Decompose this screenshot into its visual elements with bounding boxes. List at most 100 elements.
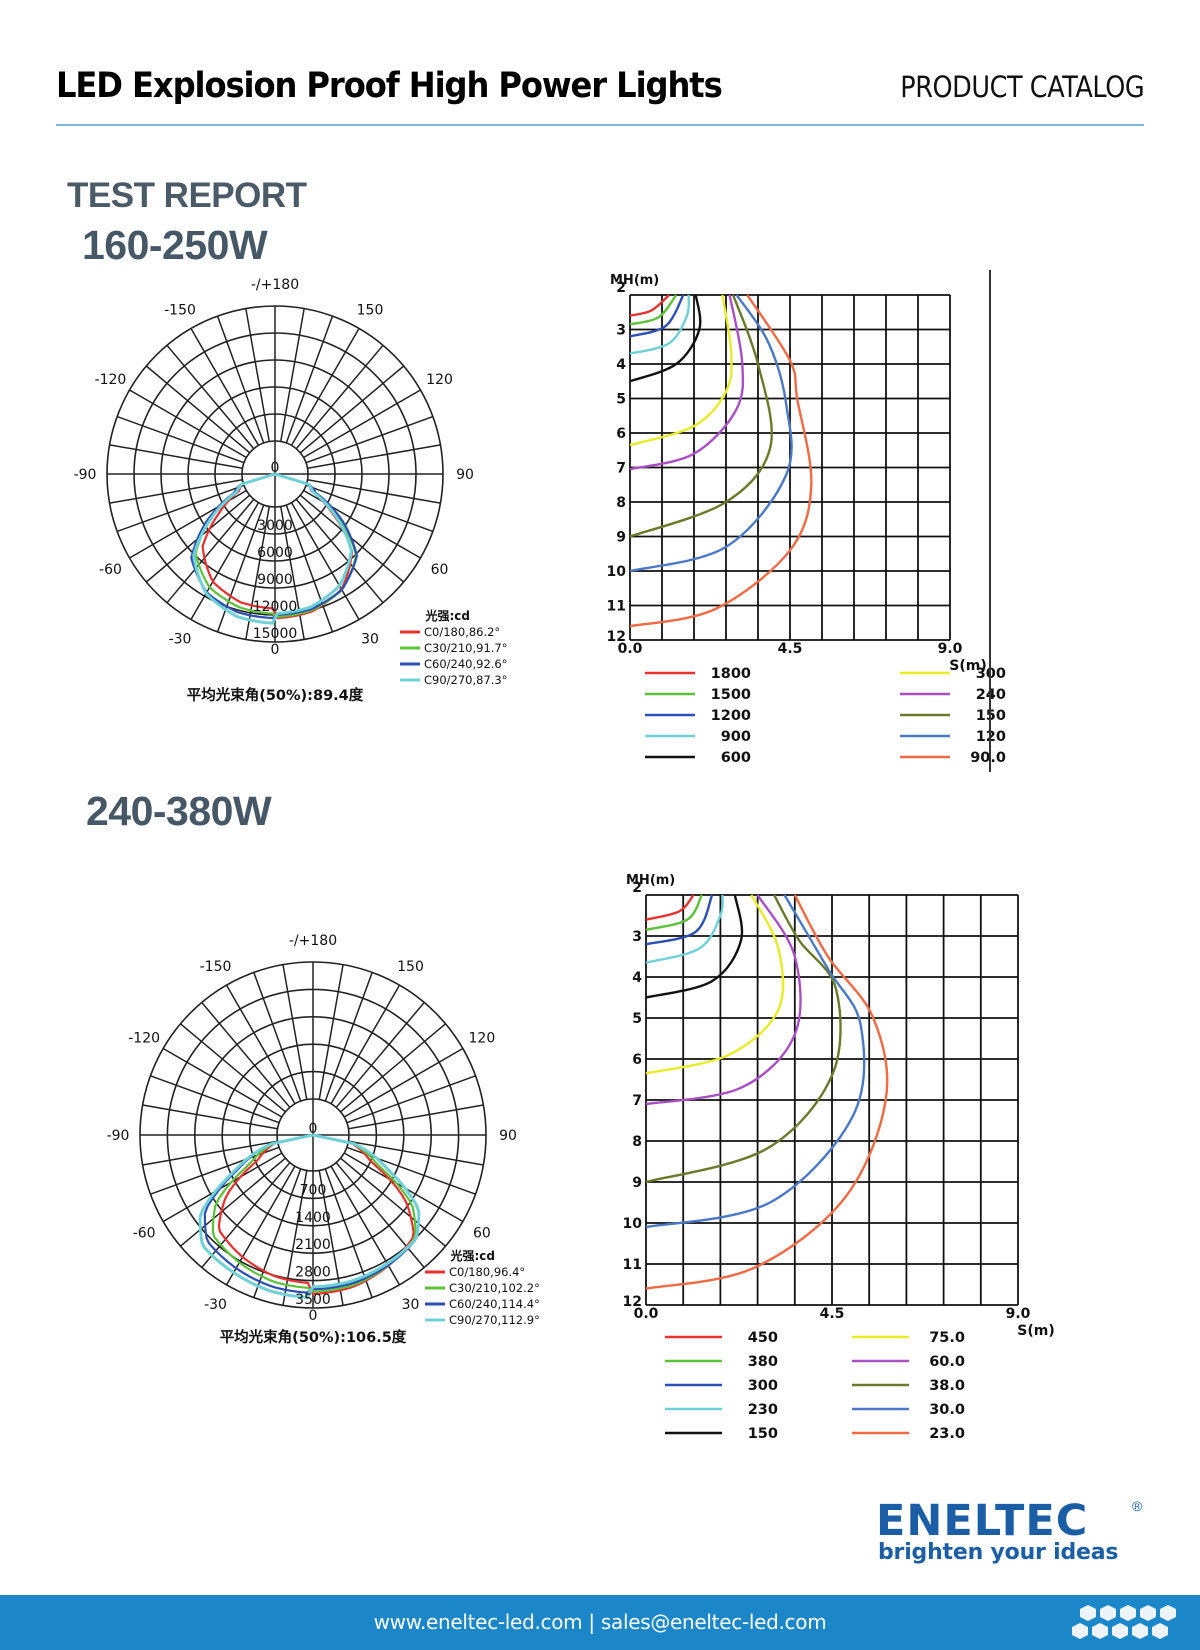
y-tick-label: 8 [616,495,626,511]
isolux-curve [629,294,813,628]
y-tick-label: 5 [616,392,626,408]
isolux-curve [645,894,703,932]
legend-item: C30/210,91.7° [424,641,508,655]
legend-item: 90.0 [970,750,1006,766]
isolux-curve [629,294,702,383]
radial-tick-label: 12000 [253,599,298,615]
isolux-curve [645,894,695,921]
radial-tick-label: 6000 [257,545,293,561]
legend-item: C30/210,102.2° [449,1281,540,1295]
x-tick-label: 0.0 [634,1306,659,1322]
angle-label: 120 [426,372,453,388]
isolux-curve [645,894,785,1075]
angle-label: 120 [469,1031,496,1047]
radial-tick-label: 0 [271,460,280,476]
angle-label: -30 [204,1297,227,1313]
intensity-curve [192,472,353,625]
radial-tick-label: 9000 [257,572,293,588]
isolux-curve [645,894,842,1184]
angle-label: -/+180 [251,277,299,293]
isolux-grid [645,894,1019,1306]
y-tick-label: 8 [632,1134,642,1150]
svg-text:0: 0 [309,1308,318,1324]
legend-item: C90/270,87.3° [424,673,508,687]
y-tick-label: 7 [632,1093,642,1109]
angle-label: -60 [99,562,122,578]
isolux-curve [629,294,733,447]
legend-item: C0/180,86.2° [424,625,500,639]
radial-tick-label: 2800 [295,1265,331,1281]
angle-label: 60 [431,562,449,578]
registered-mark: ® [1132,1498,1143,1514]
radial-tick-label: 1400 [295,1210,331,1226]
y-tick-label: 5 [632,1011,642,1027]
legend-item: 60.0 [929,1354,965,1370]
angle-label: 150 [397,959,424,975]
legend-item: 230 [748,1402,778,1418]
x-tick-label: 0.0 [618,641,643,657]
brand-logo: ENELTEC ® brighten your ideas [876,1498,1146,1568]
section-title: TEST REPORT [67,176,307,215]
legend-item: 38.0 [929,1378,965,1394]
isolux-curve [645,894,889,1290]
isolux-curve [629,294,793,573]
legend-item: 450 [748,1330,778,1346]
y-tick-label: 6 [616,426,626,442]
isolux-curve [629,294,670,317]
angle-label: -90 [74,467,97,483]
angle-label: -30 [169,632,192,648]
angle-label: 30 [402,1297,420,1313]
y-tick-label: 3 [632,929,642,945]
y-tick-label: 2 [632,880,642,896]
angle-label: 60 [473,1226,491,1242]
legend-item: 1500 [711,687,751,703]
legend-unit: 光强:cd [449,1248,495,1263]
y-axis-label: MH(m) [626,873,675,888]
x-axis-label: S(m) [1017,1323,1054,1339]
y-tick-label: 2 [616,280,626,296]
isolux-curve [629,294,678,326]
angle-label: -/+180 [289,933,337,949]
y-tick-label: 11 [623,1257,642,1273]
legend-item: 75.0 [929,1330,965,1346]
y-tick-label: 10 [623,1216,643,1232]
y-tick-label: 9 [616,530,626,546]
isolux-curve [629,294,773,538]
y-tick-label: 10 [607,564,627,580]
isolux-curve [645,894,744,999]
radial-tick-label: 2100 [295,1237,331,1253]
y-tick-label: 11 [607,599,626,615]
y-tick-label: 4 [632,970,642,986]
logo-wordmark: ENELTEC [876,1496,1089,1546]
page-title: LED Explosion Proof High Power Lights [56,66,723,106]
header-divider [56,124,1144,126]
radial-tick-label: 0 [309,1121,318,1137]
angle-label: 30 [361,632,379,648]
y-axis-label: MH(m) [610,273,659,288]
angle-label: -120 [95,372,127,388]
y-tick-label: 12 [607,629,626,645]
svg-text:0: 0 [271,642,280,658]
beam-angle-label: 平均光束角(50%):89.4度 [187,686,364,704]
legend-item: C60/240,92.6° [424,657,508,671]
footer-contact[interactable]: www.eneltec-led.com | sales@eneltec-led.… [373,1610,827,1634]
logo-tagline: brighten your ideas [878,1540,1119,1565]
y-tick-label: 4 [616,357,626,373]
y-tick-label: 6 [632,1052,642,1068]
legend-item: 600 [721,750,751,766]
intensity-curve [211,1133,417,1293]
legend-item: 380 [748,1354,778,1370]
vertical-divider [989,270,991,772]
isolux-curve [629,294,685,338]
angle-label: 90 [456,467,474,483]
legend-item: C90/270,112.9° [449,1313,540,1327]
legend-item: 23.0 [929,1426,965,1442]
y-tick-label: 3 [616,323,626,339]
x-axis-label: S(m) [949,658,986,674]
angle-label: -90 [107,1128,130,1144]
legend-item: 900 [721,729,751,745]
legend-item: 1200 [711,708,751,724]
variant-title-2: 240-380W [86,788,272,834]
angle-label: -150 [164,302,196,318]
x-tick-label: 4.5 [820,1306,845,1322]
